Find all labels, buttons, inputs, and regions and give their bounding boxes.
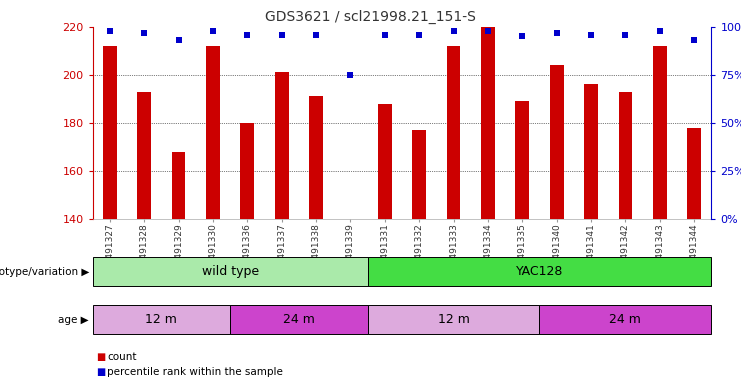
Text: 12 m: 12 m xyxy=(438,313,470,326)
Bar xyxy=(275,73,288,219)
Bar xyxy=(653,46,667,219)
Bar xyxy=(378,104,392,219)
Text: percentile rank within the sample: percentile rank within the sample xyxy=(107,367,283,377)
Bar xyxy=(137,92,151,219)
Bar xyxy=(412,130,426,219)
Bar xyxy=(240,123,254,219)
Bar xyxy=(447,46,460,219)
Bar xyxy=(584,84,598,219)
Bar xyxy=(550,65,564,219)
Bar xyxy=(516,101,529,219)
Text: genotype/variation ▶: genotype/variation ▶ xyxy=(0,266,89,277)
Text: 24 m: 24 m xyxy=(610,313,642,326)
Bar xyxy=(619,92,632,219)
Bar xyxy=(206,46,220,219)
Bar xyxy=(481,27,495,219)
Text: age ▶: age ▶ xyxy=(59,314,89,325)
Text: 24 m: 24 m xyxy=(283,313,315,326)
Text: ■: ■ xyxy=(96,367,105,377)
Bar xyxy=(688,127,701,219)
Text: wild type: wild type xyxy=(202,265,259,278)
Text: GDS3621 / scl21998.21_151-S: GDS3621 / scl21998.21_151-S xyxy=(265,10,476,24)
Text: count: count xyxy=(107,352,137,362)
Text: 12 m: 12 m xyxy=(145,313,177,326)
Text: YAC128: YAC128 xyxy=(516,265,563,278)
Bar xyxy=(103,46,116,219)
Bar xyxy=(309,96,323,219)
Text: ■: ■ xyxy=(96,352,105,362)
Bar xyxy=(172,152,185,219)
